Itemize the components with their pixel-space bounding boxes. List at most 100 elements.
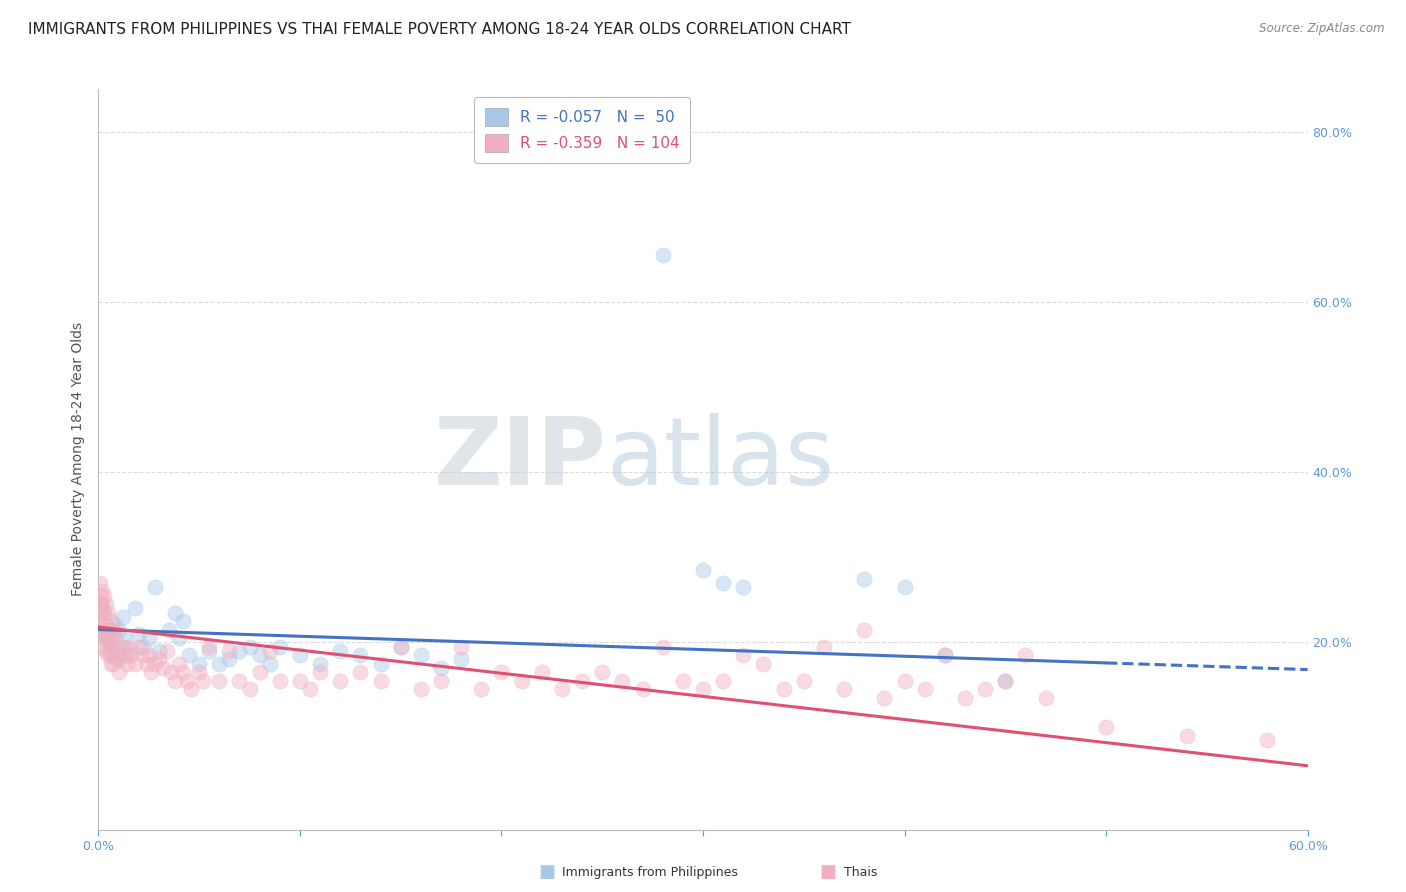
Point (218, 652, 240, 666)
Point (91, 623, 114, 637)
Point (914, 682, 936, 697)
Point (733, 580, 755, 594)
Point (1095, 721, 1118, 735)
Point (179, 648, 201, 662)
Legend: R = -0.057   N =  50, R = -0.359   N = 104: R = -0.057 N = 50, R = -0.359 N = 104 (474, 97, 690, 163)
Point (107, 623, 129, 637)
Point (1014, 648, 1036, 662)
Point (430, 673, 453, 688)
Point (89, 618, 111, 632)
Point (156, 644, 179, 658)
Point (97, 623, 120, 637)
Point (1316, 741, 1339, 756)
Point (91, 584, 114, 599)
Point (124, 601, 146, 615)
Text: IMMIGRANTS FROM PHILIPPINES VS THAI FEMALE POVERTY AMONG 18-24 YEAR OLDS CORRELA: IMMIGRANTS FROM PHILIPPINES VS THAI FEMA… (28, 22, 851, 37)
Point (111, 609, 134, 624)
Point (89, 597, 111, 611)
Point (93, 606, 115, 620)
Point (111, 640, 134, 654)
Point (269, 673, 291, 688)
Text: Thais: Thais (844, 866, 877, 879)
Point (96, 597, 118, 611)
Point (101, 623, 124, 637)
Point (430, 661, 453, 675)
Point (591, 665, 613, 680)
Point (228, 673, 250, 688)
Point (651, 248, 673, 262)
Point (91, 597, 114, 611)
Point (813, 640, 835, 654)
Point (370, 657, 392, 671)
Point (349, 648, 371, 662)
Point (510, 673, 533, 688)
Point (96, 644, 118, 658)
Point (893, 673, 915, 688)
Text: atlas: atlas (606, 413, 835, 506)
Point (97, 648, 120, 662)
Point (450, 640, 472, 654)
Point (450, 652, 472, 666)
Point (96, 627, 118, 641)
Point (389, 640, 412, 654)
Text: Immigrants from Philippines: Immigrants from Philippines (562, 866, 738, 879)
Point (1175, 729, 1198, 743)
Point (994, 673, 1017, 688)
Point (118, 640, 141, 654)
Point (873, 690, 896, 705)
Point (994, 673, 1017, 688)
Point (198, 644, 221, 658)
Point (1035, 690, 1057, 705)
Point (853, 572, 876, 586)
Point (89, 606, 111, 620)
Point (793, 673, 815, 688)
Point (612, 673, 634, 688)
Point (711, 673, 734, 688)
Point (97, 623, 120, 637)
Point (370, 673, 392, 688)
Point (752, 657, 775, 671)
Point (97, 606, 120, 620)
Point (135, 657, 157, 671)
Point (309, 657, 332, 671)
Point (491, 665, 513, 680)
Point (692, 563, 714, 577)
Point (93, 627, 115, 641)
Point (172, 665, 194, 680)
Point (163, 606, 186, 620)
Point (409, 648, 432, 662)
Point (114, 631, 136, 645)
Point (93, 623, 115, 637)
Point (218, 644, 240, 658)
Point (148, 652, 170, 666)
Point (288, 673, 311, 688)
Point (107, 665, 129, 680)
Point (571, 673, 593, 688)
Point (239, 682, 262, 697)
Point (288, 648, 311, 662)
Point (530, 665, 553, 680)
Text: ZIP: ZIP (433, 413, 606, 506)
Point (89, 575, 111, 590)
Point (228, 644, 250, 658)
Point (132, 648, 155, 662)
Point (89, 597, 111, 611)
Point (249, 665, 271, 680)
Text: ■: ■ (538, 863, 555, 881)
Text: ■: ■ (820, 863, 837, 881)
Point (692, 682, 714, 697)
Point (138, 631, 160, 645)
Point (470, 682, 492, 697)
Point (143, 580, 166, 594)
Point (349, 665, 371, 680)
Point (329, 644, 352, 658)
Point (259, 644, 281, 658)
Point (259, 657, 281, 671)
Point (176, 673, 198, 688)
Point (124, 657, 146, 671)
Point (193, 673, 215, 688)
Point (105, 652, 128, 666)
Point (103, 648, 125, 662)
Point (138, 648, 160, 662)
Point (329, 673, 352, 688)
